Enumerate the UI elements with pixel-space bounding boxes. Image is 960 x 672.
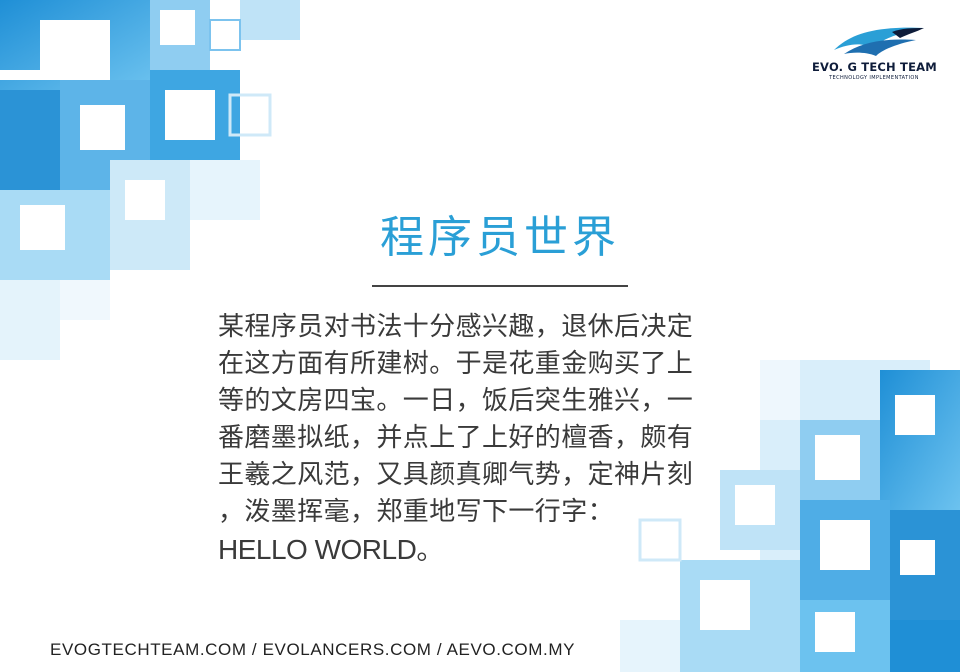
story-line: 王羲之风范，又具颜真卿气势，定神片刻 xyxy=(218,460,694,490)
bird-wing-icon xyxy=(834,27,924,56)
story-line: 等的文房四宝。一日，饭后突生雅兴，一 xyxy=(218,386,694,416)
top-left-squares xyxy=(0,0,300,360)
title-divider xyxy=(372,285,628,287)
story-line: ，泼墨挥毫，郑重地写下一行字： xyxy=(218,497,615,527)
brand-name: EVO. G TECH TEAM xyxy=(812,60,937,74)
story-text: 某程序员对书法十分感兴趣，退休后决定 在这方面有所建树。于是花重金购买了上 等的… xyxy=(218,309,798,568)
bottom-right-squares xyxy=(620,360,960,672)
brand-tagline: TECHNOLOGY IMPLEMENTATION xyxy=(829,75,919,81)
story-line: 在这方面有所建树。于是花重金购买了上 xyxy=(218,349,694,379)
story-line: 番磨墨拟纸，并点上了上好的檀香，颇有 xyxy=(218,423,694,453)
story-line-hello-world: HELLO WORLD。 xyxy=(218,534,444,565)
page-title: 程序员世界 xyxy=(380,212,620,263)
brand-logo: EVO. G TECH TEAM TECHNOLOGY IMPLEMENTATI… xyxy=(812,22,937,86)
story-line: 某程序员对书法十分感兴趣，退休后决定 xyxy=(218,312,694,342)
footer-websites: EVOGTECHTEAM.COM / EVOLANCERS.COM / AEVO… xyxy=(50,640,576,659)
